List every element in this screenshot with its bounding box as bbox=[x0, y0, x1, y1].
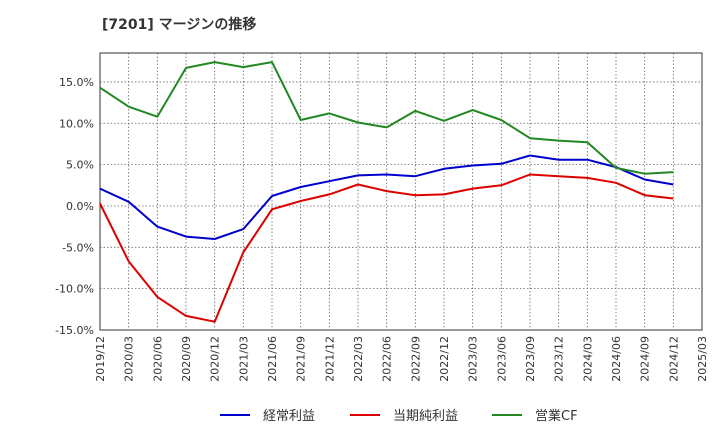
legend: 経常利益 当期純利益 営業CF bbox=[220, 408, 578, 424]
x-tick-label: 2024/09 bbox=[639, 336, 652, 382]
y-tick-label: -15.0% bbox=[55, 324, 94, 337]
y-tick-label: 10.0% bbox=[59, 117, 94, 130]
legend-label: 営業CF bbox=[535, 408, 578, 424]
grid bbox=[100, 53, 702, 330]
x-tick-label: 2024/03 bbox=[581, 336, 594, 382]
x-tick-label: 2023/06 bbox=[495, 336, 508, 382]
x-tick-label: 2021/09 bbox=[295, 336, 308, 382]
y-tick-label: 0.0% bbox=[66, 200, 94, 213]
x-tick-label: 2021/06 bbox=[266, 336, 279, 382]
y-tick-label: 15.0% bbox=[59, 76, 94, 89]
x-tick-label: 2022/03 bbox=[352, 336, 365, 382]
x-tick-label: 2019/12 bbox=[94, 336, 107, 382]
x-tick-label: 2020/03 bbox=[123, 336, 136, 382]
x-tick-label: 2024/06 bbox=[610, 336, 623, 382]
x-tick-label: 2020/12 bbox=[209, 336, 222, 382]
y-tick-label: -10.0% bbox=[55, 283, 94, 296]
x-tick-label: 2020/06 bbox=[151, 336, 164, 382]
x-tick-label: 2023/09 bbox=[524, 336, 537, 382]
x-tick-label: 2023/12 bbox=[553, 336, 566, 382]
y-tick-label: 5.0% bbox=[66, 159, 94, 172]
legend-label: 当期純利益 bbox=[393, 409, 458, 424]
x-tick-label: 2022/12 bbox=[438, 336, 451, 382]
chart-title: [7201] マージンの推移 bbox=[102, 14, 256, 34]
x-tick-label: 2022/09 bbox=[409, 336, 422, 382]
x-tick-label: 2024/12 bbox=[667, 336, 680, 382]
legend-label: 経常利益 bbox=[263, 409, 315, 424]
x-tick-label: 2022/06 bbox=[381, 336, 394, 382]
x-tick-label: 2025/03 bbox=[696, 336, 709, 382]
x-tick-label: 2023/03 bbox=[467, 336, 480, 382]
x-tick-label: 2021/03 bbox=[237, 336, 250, 382]
y-tick-label: -5.0% bbox=[62, 241, 94, 254]
x-tick-label: 2021/12 bbox=[323, 336, 336, 382]
x-tick-label: 2020/09 bbox=[180, 336, 193, 382]
